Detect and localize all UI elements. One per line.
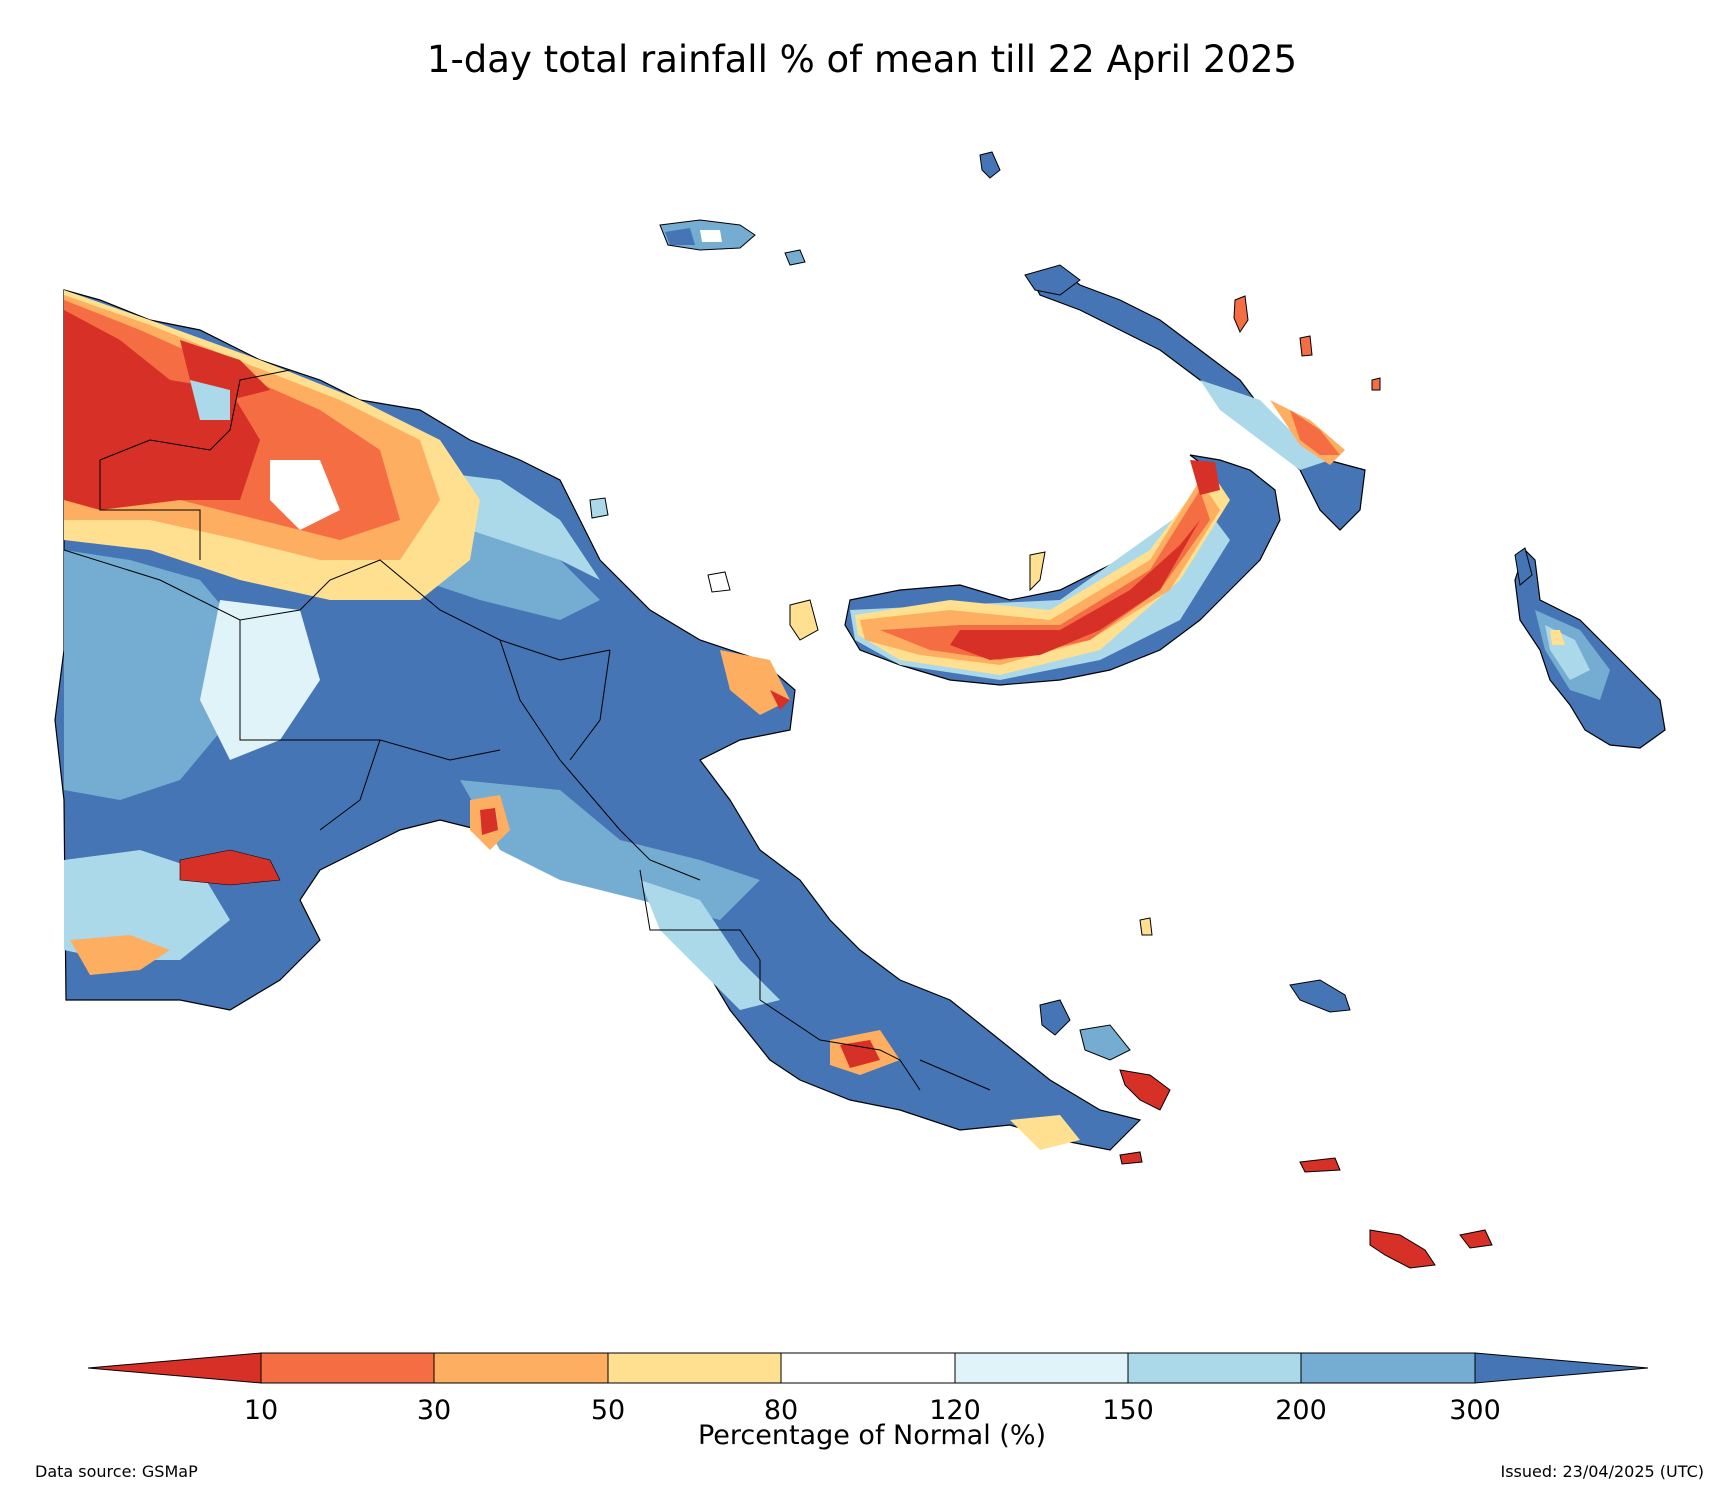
new-britain (844, 454, 1281, 686)
island-sudest-small (1119, 1151, 1143, 1165)
island-tagula (1369, 1229, 1436, 1269)
band-30-50-sw (70, 935, 170, 975)
island-fergusson (1079, 1024, 1131, 1061)
island-rossel (1459, 1229, 1493, 1249)
colorbar-tick-50: 50 (590, 1395, 626, 1426)
island-woodlark (1139, 917, 1153, 936)
map-title: 1-day total rainfall % of mean till 22 A… (426, 38, 1298, 81)
band-30-50-east (720, 650, 790, 715)
band-150-200-c (640, 880, 780, 1010)
band-lt10-south2 (480, 808, 498, 835)
island-north-coast (589, 497, 609, 519)
island-mussau (979, 151, 1001, 179)
colorbar-label: Percentage of Normal (%) (697, 1420, 1047, 1451)
island-feni (1371, 377, 1381, 391)
new-hanover (1024, 264, 1081, 296)
colorbar-segment-120-150 (954, 1352, 1129, 1384)
island-lihir (1233, 295, 1249, 334)
island-umboi (1029, 551, 1046, 592)
nb-band-lt10-ne (1190, 460, 1220, 495)
colorbar-segment-150-200 (1127, 1352, 1302, 1384)
colorbar-arrow-low (87, 1352, 262, 1384)
manus-blue (665, 228, 695, 245)
ni-band-10-30 (1290, 410, 1340, 455)
province-boundaries (63, 369, 991, 1091)
band-lt10-nw (64, 310, 260, 510)
data-source-note: Data source: GSMaP (35, 1462, 198, 1481)
band-200-300-a (64, 550, 250, 800)
colorbar-tick-10: 10 (243, 1395, 279, 1426)
band-50-80-sepen (1010, 1115, 1080, 1150)
pocket-white-nw (270, 460, 340, 530)
island-buka (1514, 547, 1533, 586)
colorbar-segment-80-120 (780, 1352, 956, 1384)
band-200-300-c (460, 780, 760, 920)
milne-bay-islands (1039, 917, 1493, 1269)
colorbar-tick-80: 80 (763, 1395, 799, 1426)
nb-band-10-30 (880, 490, 1210, 660)
bougainville (1514, 548, 1666, 749)
issued-date-note: Issued: 23/04/2025 (UTC) (1500, 1462, 1704, 1481)
band-lt10-south (179, 849, 281, 886)
nb-band-lt10 (950, 520, 1200, 660)
band-120-150-a (200, 600, 320, 760)
nb-band-30-50 (860, 480, 1220, 665)
colorbar-tick-120: 120 (929, 1395, 981, 1426)
island-tabar (1299, 335, 1313, 357)
colorbar-segment-50-80 (607, 1352, 782, 1384)
island-goodenough (1039, 999, 1071, 1036)
pocket-light-nw (190, 380, 230, 420)
band-lt10-east (770, 690, 790, 710)
island-long (789, 599, 819, 641)
new-ireland-outline (1029, 269, 1366, 531)
island-east-manus (784, 249, 806, 266)
ni-band-150 (1200, 380, 1330, 470)
island-trobriand (1289, 979, 1351, 1013)
island-normanby (1119, 1069, 1171, 1111)
colorbar-tick-300: 300 (1449, 1395, 1501, 1426)
colorbar-segment-200-300 (1300, 1352, 1476, 1384)
bougainville-band-50-80 (1550, 630, 1565, 645)
colorbar-tick-150: 150 (1102, 1395, 1154, 1426)
band-lt10-sepen (840, 1040, 880, 1068)
colorbar-segment-10-30 (260, 1352, 435, 1384)
new-ireland (1024, 264, 1366, 531)
colorbar-tick-200: 200 (1275, 1395, 1327, 1426)
island-karkar (707, 571, 731, 593)
colorbar-tick-30: 30 (416, 1395, 452, 1426)
island-misima (1299, 1157, 1341, 1173)
rainfall-map (54, 151, 1666, 1269)
colorbar (87, 1352, 1649, 1384)
manus-white (700, 230, 722, 242)
manus (659, 219, 806, 266)
mainland-png (54, 289, 1142, 1151)
colorbar-segment-30-50 (433, 1352, 609, 1384)
colorbar-arrow-high (1474, 1352, 1649, 1384)
